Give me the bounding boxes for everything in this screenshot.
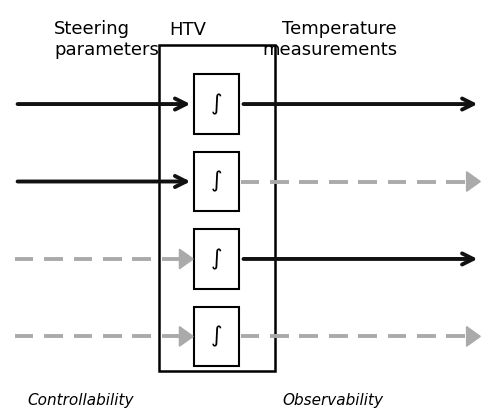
Bar [194,229,239,289]
Polygon shape [466,327,480,346]
Text: HTV: HTV [169,21,206,39]
Text: ∫: ∫ [211,248,222,270]
Text: ∫: ∫ [211,94,222,115]
Polygon shape [180,327,193,346]
Text: Steering
parameters: Steering parameters [54,20,159,59]
Bar [194,152,239,211]
Bar [194,74,239,134]
Polygon shape [466,172,480,191]
Text: ∫: ∫ [211,171,222,192]
Bar [160,45,274,371]
Text: Controllability: Controllability [28,393,134,408]
Text: Observability: Observability [283,393,384,408]
Bar [194,307,239,366]
Polygon shape [180,249,193,269]
Text: ∫: ∫ [211,326,222,347]
Text: Temperature
measurements: Temperature measurements [262,20,397,59]
